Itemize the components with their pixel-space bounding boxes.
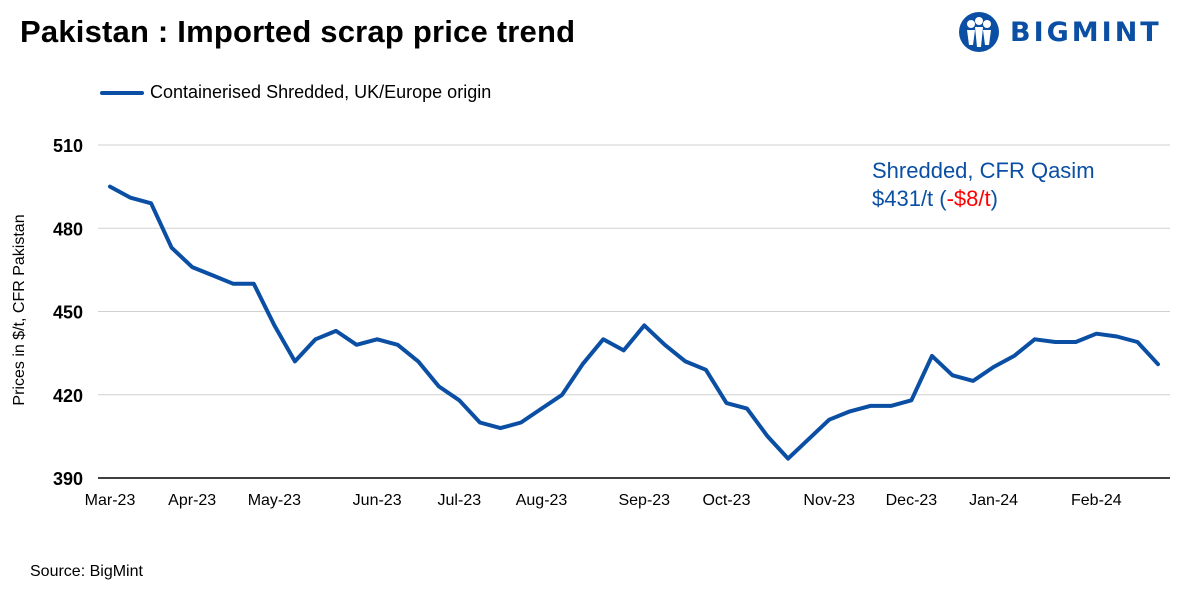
- data-point: [827, 418, 831, 422]
- data-point: [1156, 362, 1160, 366]
- data-point: [724, 401, 728, 405]
- data-point: [1074, 340, 1078, 344]
- x-tick-label: Feb-24: [1071, 492, 1122, 509]
- annotation-price-value: $431/t (: [872, 186, 947, 211]
- legend: Containerised Shredded, UK/Europe origin: [100, 82, 491, 103]
- data-point: [581, 362, 585, 366]
- y-tick-label: 390: [53, 469, 83, 489]
- x-tick-label: Mar-23: [85, 492, 136, 509]
- series-line: [108, 184, 1160, 461]
- data-point: [457, 398, 461, 402]
- data-point: [149, 201, 153, 205]
- data-point: [519, 421, 523, 425]
- data-point: [108, 185, 112, 189]
- brand-name: BIGMINT: [1010, 16, 1162, 48]
- data-point: [560, 393, 564, 397]
- y-tick-labels: 390 420 450 480 510: [53, 136, 83, 489]
- data-point: [642, 323, 646, 327]
- y-tick-label: 420: [53, 386, 83, 406]
- data-point: [971, 379, 975, 383]
- x-tick-label: May-23: [248, 492, 301, 509]
- x-tick-label: Nov-23: [803, 492, 855, 509]
- x-tick-label: Aug-23: [516, 492, 568, 509]
- data-point: [909, 398, 913, 402]
- data-point: [498, 426, 502, 430]
- data-point: [313, 337, 317, 341]
- series-group: [108, 184, 1160, 461]
- data-point: [951, 373, 955, 377]
- data-point: [601, 337, 605, 341]
- data-point: [334, 329, 338, 333]
- data-point: [1012, 354, 1016, 358]
- data-point: [745, 407, 749, 411]
- data-point: [1135, 340, 1139, 344]
- data-point: [416, 359, 420, 363]
- data-point: [190, 265, 194, 269]
- source-note: Source: BigMint: [30, 563, 143, 580]
- data-point: [129, 196, 133, 200]
- legend-label: Containerised Shredded, UK/Europe origin: [150, 82, 492, 102]
- data-point: [355, 343, 359, 347]
- data-point: [992, 365, 996, 369]
- data-point: [396, 343, 400, 347]
- data-point: [622, 348, 626, 352]
- data-point: [889, 404, 893, 408]
- x-tick-label: Jul-23: [438, 492, 482, 509]
- data-point: [848, 409, 852, 413]
- data-point: [1115, 334, 1119, 338]
- x-tick-label: Apr-23: [168, 492, 216, 509]
- y-tick-label: 510: [53, 136, 83, 156]
- data-point: [170, 246, 174, 250]
- data-point: [868, 404, 872, 408]
- legend-swatch: [100, 90, 144, 95]
- y-tick-label: 450: [53, 303, 83, 323]
- x-tick-label: Sep-23: [618, 492, 670, 509]
- grid-lines: [98, 144, 1170, 479]
- x-tick-label: Jan-24: [969, 492, 1018, 509]
- y-tick-label: 480: [53, 219, 83, 239]
- data-point: [1094, 332, 1098, 336]
- data-point: [540, 407, 544, 411]
- data-point: [683, 359, 687, 363]
- data-point: [252, 282, 256, 286]
- data-point: [786, 457, 790, 461]
- data-point: [293, 359, 297, 363]
- x-tick-label: Oct-23: [702, 492, 750, 509]
- data-point: [1033, 337, 1037, 341]
- data-point: [272, 323, 276, 327]
- x-tick-labels: Mar-23 Apr-23 May-23 Jun-23 Jul-23 Aug-23 Sep-…: [85, 492, 1122, 509]
- data-point: [807, 437, 811, 441]
- data-point: [1053, 340, 1057, 344]
- annotation-change: -$8/t: [947, 186, 991, 211]
- bigmint-logo-icon: [959, 12, 999, 52]
- data-point: [766, 434, 770, 438]
- annotation-close: ): [991, 186, 998, 211]
- chart-title: Pakistan : Imported scrap price trend: [20, 14, 576, 49]
- data-point: [375, 337, 379, 341]
- data-point: [437, 384, 441, 388]
- x-tick-label: Dec-23: [886, 492, 938, 509]
- data-point: [211, 273, 215, 277]
- y-axis-label: Prices in $/t, CFR Pakistan: [11, 214, 28, 405]
- data-point: [231, 282, 235, 286]
- data-point: [930, 354, 934, 358]
- data-point: [478, 421, 482, 425]
- data-point: [663, 343, 667, 347]
- annotation-title: Shredded, CFR Qasim: [872, 158, 1095, 183]
- bigmint-logo: BIGMINT: [958, 10, 1162, 54]
- annotation-price: $431/t (-$8/t): [872, 186, 998, 211]
- data-point: [704, 368, 708, 372]
- x-tick-label: Jun-23: [353, 492, 402, 509]
